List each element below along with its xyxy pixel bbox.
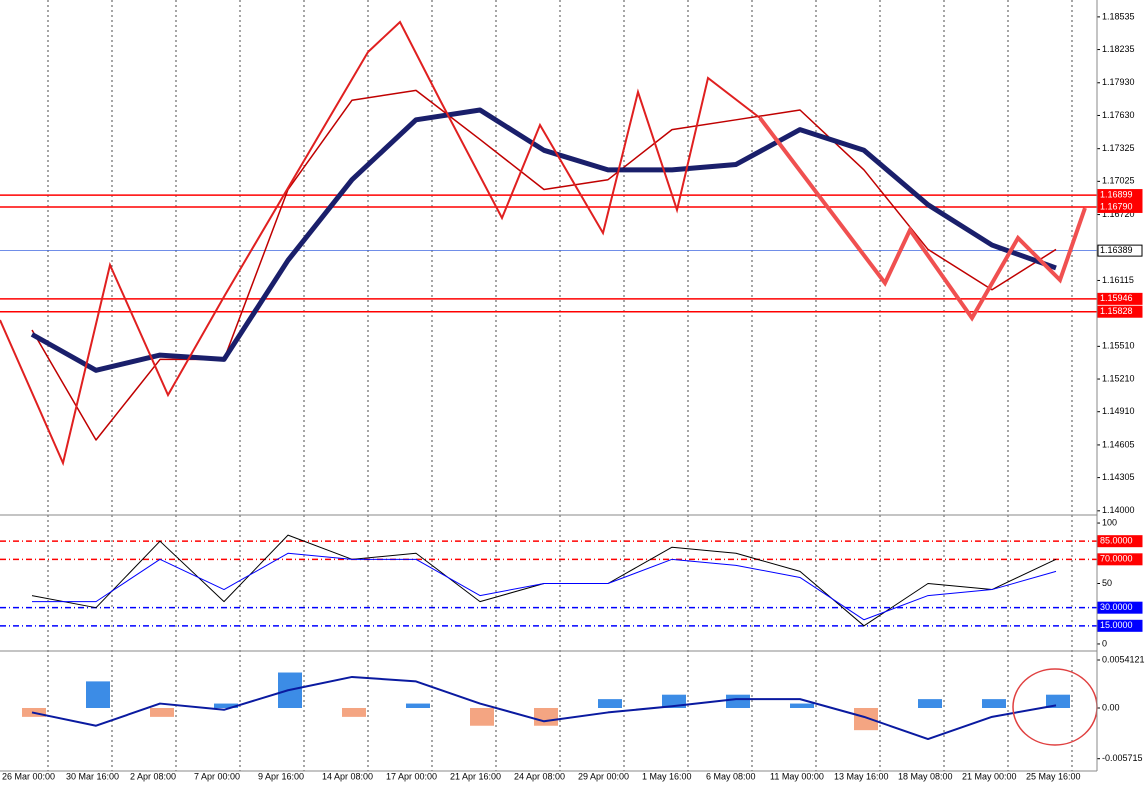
- level-label-box: [1097, 244, 1143, 257]
- histogram-bar: [854, 707, 878, 731]
- y-tick-label: 0.00: [1102, 702, 1120, 712]
- y-tick-label: 0.0054121: [1102, 654, 1145, 664]
- histogram-bar: [406, 703, 430, 708]
- histogram-bar: [150, 707, 174, 717]
- level-label: 1.15828: [1100, 306, 1133, 316]
- x-tick-label: 26 Mar 00:00: [2, 771, 55, 781]
- x-tick-label: 9 Apr 16:00: [258, 771, 304, 781]
- x-tick-label: 21 Apr 16:00: [450, 771, 501, 781]
- x-tick-label: 18 May 08:00: [898, 771, 953, 781]
- series-line: [30, 107, 1057, 373]
- level-label: 15.0000: [1100, 620, 1133, 630]
- level-label: 85.0000: [1100, 536, 1133, 546]
- level-label-box: [1097, 200, 1143, 213]
- y-tick-label: 50: [1102, 578, 1112, 588]
- y-tick-label: 1.14000: [1102, 505, 1135, 515]
- histogram-bar: [534, 707, 558, 726]
- y-tick-label: -0.005715: [1102, 753, 1143, 763]
- level-label: 30.0000: [1100, 602, 1133, 612]
- x-tick-label: 1 May 16:00: [642, 771, 692, 781]
- y-tick-label: 100: [1102, 517, 1117, 527]
- level-label-box: [1097, 619, 1143, 632]
- y-tick-label: 1.18235: [1102, 44, 1135, 54]
- x-tick-label: 17 Apr 00:00: [386, 771, 437, 781]
- histogram-bar: [918, 699, 942, 708]
- y-tick-label: 1.16115: [1102, 275, 1134, 285]
- y-tick-label: 1.15510: [1102, 341, 1135, 351]
- y-tick-label: 1.17930: [1102, 77, 1135, 87]
- histogram-bar: [470, 707, 494, 726]
- level-label: 1.15946: [1100, 293, 1133, 303]
- histogram-bar: [598, 699, 622, 708]
- level-label: 1.16899: [1100, 189, 1133, 199]
- y-tick-label: 0: [1102, 638, 1107, 648]
- level-label-box: [1097, 601, 1143, 614]
- y-tick-label: 1.18535: [1102, 11, 1135, 21]
- histogram-bar: [86, 681, 110, 708]
- x-tick-label: 24 Apr 08:00: [514, 771, 565, 781]
- histogram-bar: [726, 694, 750, 708]
- x-tick-label: 29 Apr 00:00: [578, 771, 629, 781]
- histogram-bar: [342, 707, 366, 717]
- x-tick-label: 6 May 08:00: [706, 771, 756, 781]
- x-tick-label: 7 Apr 00:00: [194, 771, 240, 781]
- x-tick-label: 13 May 16:00: [834, 771, 889, 781]
- zigzag: [0, 20, 761, 467]
- x-tick-label: 14 Apr 08:00: [322, 771, 373, 781]
- series-line: [31, 675, 1057, 741]
- x-tick-label: 25 May 16:00: [1026, 771, 1081, 781]
- y-tick-label: 1.14305: [1102, 472, 1135, 482]
- level-label-box: [1097, 553, 1143, 566]
- histogram-bar: [790, 703, 814, 708]
- y-tick-label: 1.17325: [1102, 143, 1135, 153]
- level-label-box: [1097, 292, 1143, 305]
- y-tick-label: 1.16720: [1102, 209, 1135, 219]
- histogram-bar: [982, 699, 1006, 708]
- histogram-bar: [1046, 694, 1070, 708]
- y-tick-label: 1.14910: [1102, 406, 1135, 416]
- y-tick-label: 1.17630: [1102, 110, 1135, 120]
- histogram-bar: [214, 703, 238, 708]
- x-tick-label: 30 Mar 16:00: [66, 771, 119, 781]
- forecast-arrows: [758, 116, 1087, 322]
- x-tick-label: 2 Apr 08:00: [130, 771, 176, 781]
- series-line: [32, 552, 1057, 621]
- y-tick-label: 1.15210: [1102, 373, 1135, 383]
- level-label-box: [1097, 189, 1143, 202]
- level-label: 70.0000: [1100, 554, 1133, 564]
- y-tick-label: 1.14605: [1102, 439, 1135, 449]
- y-tick-label: 1.17025: [1102, 176, 1135, 186]
- x-tick-label: 11 May 00:00: [770, 771, 824, 781]
- level-label: 1.16389: [1100, 245, 1133, 255]
- level-label-box: [1097, 535, 1143, 548]
- level-label: 1.16790: [1100, 201, 1133, 211]
- x-tick-label: 21 May 00:00: [962, 771, 1017, 781]
- level-label-box: [1097, 305, 1143, 318]
